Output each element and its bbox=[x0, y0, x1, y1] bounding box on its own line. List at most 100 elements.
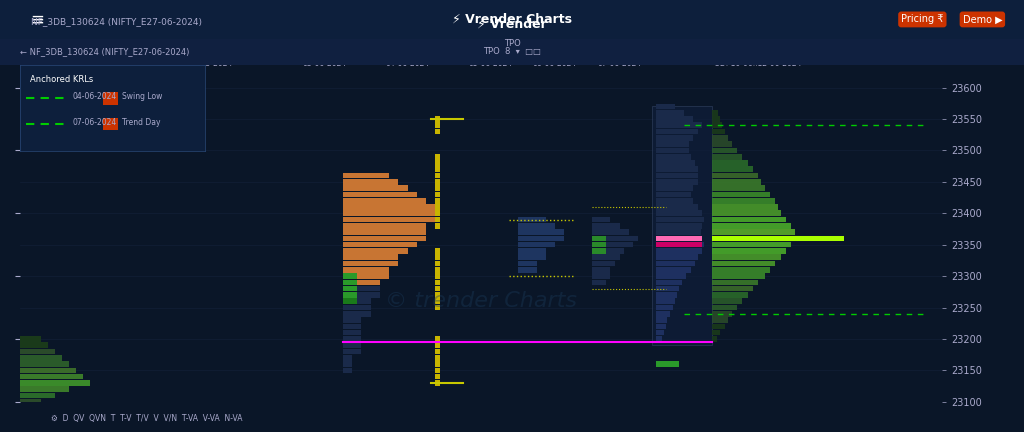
Bar bbox=[343, 223, 426, 229]
Text: TPO: TPO bbox=[504, 39, 520, 48]
Bar bbox=[435, 361, 440, 367]
Bar bbox=[656, 260, 695, 267]
Bar bbox=[435, 198, 440, 203]
Bar bbox=[20, 355, 61, 361]
Bar bbox=[435, 254, 440, 260]
Bar bbox=[518, 217, 546, 222]
Bar bbox=[343, 299, 371, 304]
Text: ← NF_3DB_130624 (NIFTY_E27-06-2024): ← NF_3DB_130624 (NIFTY_E27-06-2024) bbox=[20, 48, 189, 56]
Bar bbox=[656, 235, 702, 241]
Bar bbox=[435, 129, 440, 134]
Bar bbox=[518, 254, 546, 260]
Text: © trender Charts: © trender Charts bbox=[385, 291, 578, 311]
Text: TPO  8  ▾  □□: TPO 8 ▾ □□ bbox=[483, 48, 541, 56]
Bar bbox=[343, 280, 380, 285]
Bar bbox=[712, 229, 795, 235]
Bar bbox=[656, 154, 691, 159]
Bar bbox=[592, 254, 620, 260]
Bar bbox=[712, 292, 749, 298]
Bar bbox=[656, 210, 702, 216]
Bar bbox=[712, 248, 786, 254]
Bar bbox=[656, 361, 680, 367]
Bar bbox=[343, 355, 352, 361]
Text: 07-06-2024: 07-06-2024 bbox=[72, 118, 117, 127]
Bar bbox=[103, 92, 118, 105]
Bar bbox=[20, 386, 69, 392]
Bar bbox=[592, 280, 606, 285]
Text: 3D: 10-06..12-06-2024: 3D: 10-06..12-06-2024 bbox=[715, 59, 801, 68]
Bar bbox=[343, 311, 371, 317]
Bar bbox=[712, 141, 731, 147]
Bar bbox=[435, 260, 440, 267]
Bar bbox=[712, 129, 725, 134]
Bar bbox=[343, 330, 361, 336]
Bar bbox=[656, 311, 671, 317]
Bar bbox=[592, 235, 606, 241]
Bar bbox=[712, 324, 725, 329]
Bar bbox=[518, 248, 546, 254]
Bar bbox=[343, 260, 398, 267]
Bar bbox=[712, 210, 781, 216]
Bar bbox=[656, 148, 689, 153]
Bar bbox=[343, 336, 361, 342]
Bar bbox=[343, 191, 417, 197]
Bar bbox=[656, 273, 686, 279]
Bar bbox=[518, 223, 555, 229]
Bar bbox=[712, 110, 718, 115]
Bar bbox=[343, 317, 361, 323]
Bar bbox=[435, 380, 440, 386]
Bar bbox=[20, 393, 55, 398]
Bar bbox=[343, 292, 380, 298]
Bar bbox=[435, 116, 440, 122]
Bar bbox=[656, 166, 698, 172]
Bar bbox=[712, 242, 792, 248]
Bar bbox=[592, 273, 610, 279]
Bar bbox=[592, 248, 606, 254]
Bar bbox=[712, 280, 758, 285]
Bar bbox=[592, 242, 606, 248]
Bar bbox=[592, 260, 614, 267]
Bar bbox=[343, 324, 361, 329]
Bar bbox=[656, 204, 698, 210]
Bar bbox=[343, 248, 408, 254]
Bar bbox=[712, 223, 792, 229]
Bar bbox=[652, 106, 712, 345]
Bar bbox=[20, 399, 41, 405]
Bar bbox=[656, 267, 691, 273]
Bar bbox=[712, 122, 722, 128]
Bar bbox=[343, 273, 357, 279]
Bar bbox=[656, 235, 702, 241]
Bar bbox=[712, 336, 717, 342]
Text: Demo ▶: Demo ▶ bbox=[963, 14, 1002, 25]
Text: Trend Day: Trend Day bbox=[122, 118, 161, 127]
Bar bbox=[343, 185, 408, 191]
Bar bbox=[656, 286, 680, 292]
Bar bbox=[435, 286, 440, 292]
Bar bbox=[435, 204, 440, 210]
Text: NF_3DB_130624 (NIFTY_E27-06-2024): NF_3DB_130624 (NIFTY_E27-06-2024) bbox=[31, 17, 202, 26]
Bar bbox=[656, 223, 702, 229]
Bar bbox=[712, 204, 778, 210]
Bar bbox=[343, 286, 380, 292]
Bar bbox=[592, 242, 633, 248]
Bar bbox=[435, 122, 440, 128]
Bar bbox=[656, 104, 675, 109]
Bar bbox=[656, 317, 668, 323]
Bar bbox=[343, 305, 371, 310]
Bar bbox=[656, 191, 691, 197]
Text: Anchored KRLs: Anchored KRLs bbox=[30, 75, 93, 84]
Bar bbox=[712, 160, 749, 166]
Bar bbox=[712, 135, 728, 141]
Text: 07-06-2024: 07-06-2024 bbox=[597, 59, 642, 68]
Bar bbox=[343, 267, 389, 273]
Bar bbox=[343, 343, 361, 348]
Text: Pricing ₹: Pricing ₹ bbox=[901, 14, 944, 25]
Bar bbox=[435, 248, 440, 254]
Bar bbox=[435, 273, 440, 279]
Bar bbox=[712, 116, 720, 122]
Bar bbox=[435, 349, 440, 354]
Bar bbox=[435, 179, 440, 184]
Text: 03-06-2024: 03-06-2024 bbox=[302, 59, 347, 68]
Bar bbox=[656, 336, 662, 342]
Text: ⚡ Vrender Charts: ⚡ Vrender Charts bbox=[452, 13, 572, 26]
